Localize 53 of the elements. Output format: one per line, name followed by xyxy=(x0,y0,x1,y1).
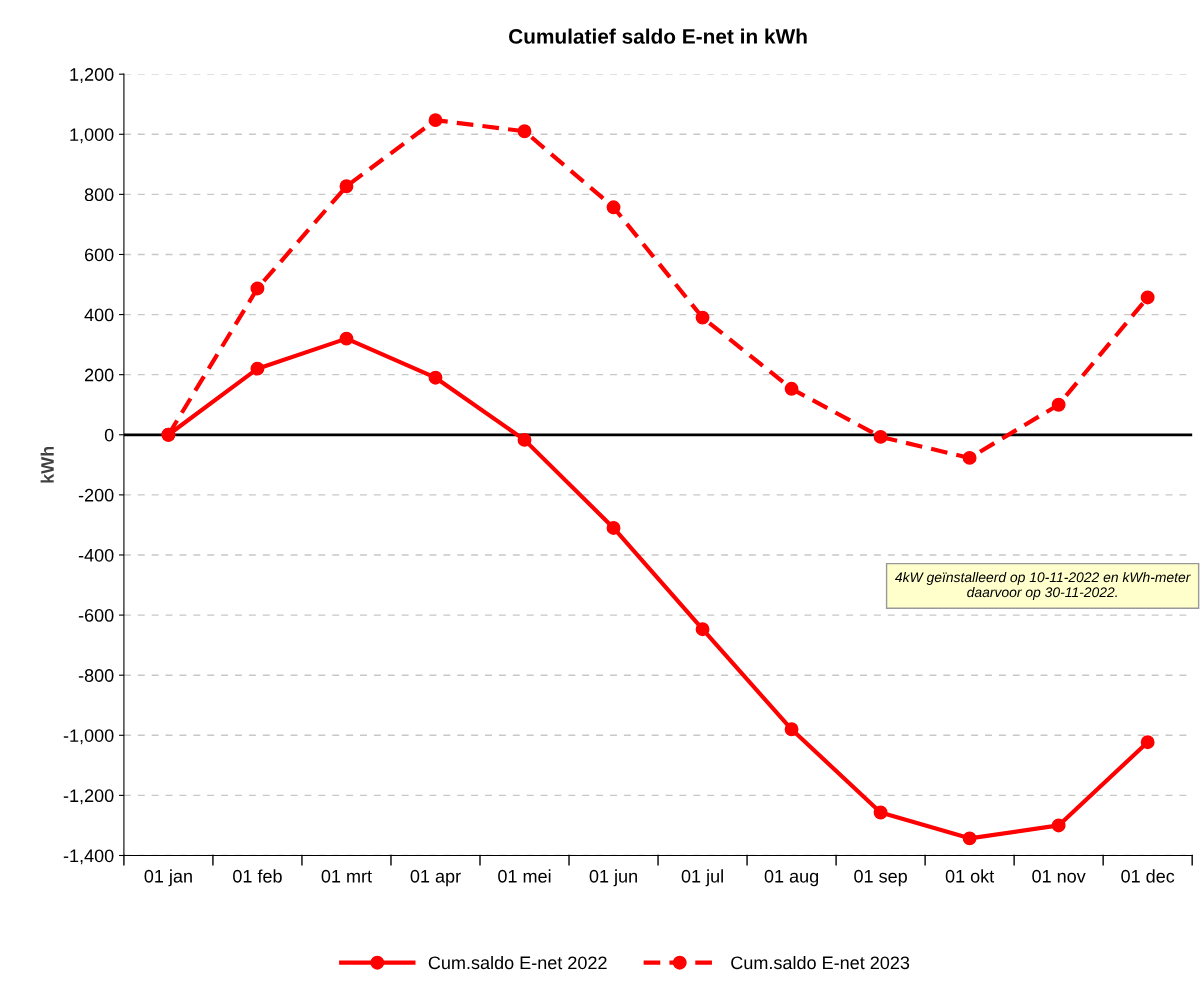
point xyxy=(250,361,265,376)
point xyxy=(962,831,977,846)
legend-label: Cum.saldo E-net 2022 xyxy=(428,955,607,970)
x-tick-label: 01 jan xyxy=(144,869,192,887)
y-tick-label: 600 xyxy=(84,248,114,262)
legend-label: Cum.saldo E-net 2023 xyxy=(731,955,910,970)
point xyxy=(1140,735,1155,750)
x-tick-label: 01 jun xyxy=(589,869,637,887)
y-tick-label: 0 xyxy=(104,428,114,442)
point xyxy=(962,450,977,465)
x-tick-label: 01 aug xyxy=(764,869,819,887)
x-tick-label: 01 okt xyxy=(945,869,995,883)
y-tick-label: -400 xyxy=(78,548,114,562)
x-tick-label: 01 nov xyxy=(1032,869,1086,883)
y-tick-label: 800 xyxy=(84,188,114,202)
point xyxy=(250,281,265,296)
point xyxy=(873,429,888,444)
x-tick-label: 01 dec xyxy=(1121,869,1175,883)
y-tick-label: -1,400 xyxy=(63,849,114,865)
x-tick-label: 01 feb xyxy=(233,869,282,883)
y-tick-label: 1,200 xyxy=(70,68,114,84)
point xyxy=(517,432,532,447)
y-tick-label: -1,200 xyxy=(63,789,114,805)
point xyxy=(606,200,621,215)
y-tick-label: -600 xyxy=(78,609,114,622)
x-tick-label: 01 sep xyxy=(854,869,907,887)
y-tick-label: -200 xyxy=(78,488,114,502)
x-tick-label: 01 mrt xyxy=(321,869,372,883)
point xyxy=(873,805,888,820)
point xyxy=(1051,397,1066,412)
point xyxy=(606,520,621,535)
point xyxy=(695,622,710,637)
x-tick-label: 01 mei xyxy=(498,869,551,883)
x-tick-label: 01 jul xyxy=(681,869,723,887)
point xyxy=(1051,818,1066,833)
point xyxy=(428,370,443,385)
chart-title: Cumulatief saldo E-net in kWh xyxy=(509,28,807,44)
y-tick-label: 400 xyxy=(84,308,114,322)
point xyxy=(784,722,799,737)
point xyxy=(339,331,354,346)
point xyxy=(1140,290,1155,305)
point xyxy=(695,310,710,325)
y-axis-title: kWh xyxy=(40,446,54,483)
point xyxy=(517,124,532,139)
point xyxy=(784,381,799,396)
y-tick-label: 200 xyxy=(84,368,114,382)
x-tick-label: 01 apr xyxy=(410,869,461,887)
y-tick-label: -800 xyxy=(78,669,114,682)
y-tick-label: 1,000 xyxy=(70,128,114,144)
point xyxy=(339,179,354,194)
point xyxy=(428,113,443,128)
y-tick-label: -1,000 xyxy=(63,729,114,745)
annotation: 4kW geïnstalleerd op 10-11-2022 en kWh-meter daarvoor op 30-11-2022. xyxy=(895,571,1191,600)
